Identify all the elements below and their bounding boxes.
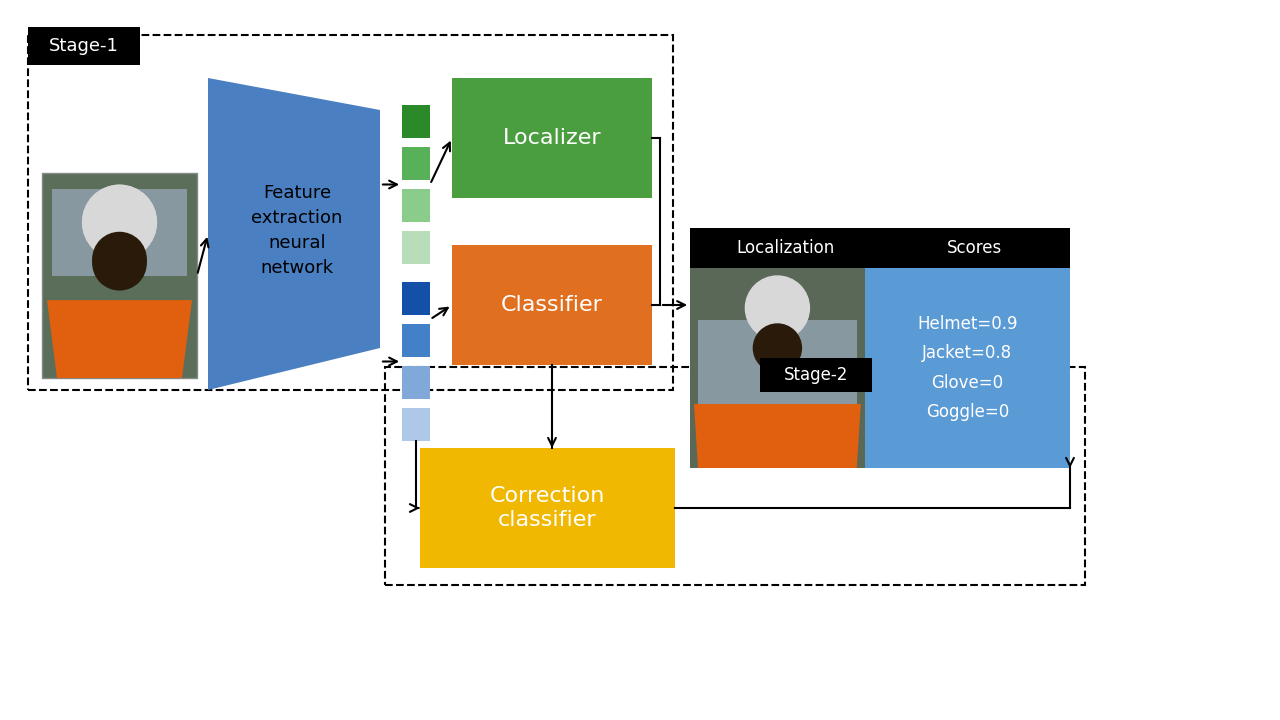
FancyBboxPatch shape [402, 147, 430, 180]
Text: Stage-2: Stage-2 [783, 366, 849, 384]
FancyBboxPatch shape [452, 245, 652, 365]
Text: Scores: Scores [947, 239, 1002, 257]
FancyBboxPatch shape [690, 268, 865, 468]
FancyBboxPatch shape [402, 189, 430, 222]
FancyBboxPatch shape [452, 78, 652, 198]
Polygon shape [47, 300, 192, 378]
Text: Feature
extraction
neural
network: Feature extraction neural network [251, 184, 343, 276]
Circle shape [745, 276, 809, 340]
FancyBboxPatch shape [402, 408, 430, 441]
FancyBboxPatch shape [28, 27, 140, 65]
Text: Localization: Localization [736, 239, 835, 257]
Circle shape [93, 237, 146, 290]
FancyBboxPatch shape [42, 173, 197, 378]
FancyBboxPatch shape [402, 231, 430, 264]
Text: Helmet=0.9
Jacket=0.8
Glove=0
Goggle=0: Helmet=0.9 Jacket=0.8 Glove=0 Goggle=0 [918, 315, 1018, 420]
Text: Correction
classifier: Correction classifier [490, 487, 605, 530]
FancyBboxPatch shape [698, 320, 856, 404]
FancyBboxPatch shape [420, 448, 675, 568]
FancyBboxPatch shape [690, 228, 1070, 268]
FancyBboxPatch shape [402, 105, 430, 138]
Circle shape [754, 324, 801, 372]
FancyBboxPatch shape [402, 324, 430, 357]
Text: Localizer: Localizer [503, 128, 602, 148]
Text: Classifier: Classifier [500, 295, 603, 315]
Polygon shape [694, 404, 860, 468]
FancyBboxPatch shape [402, 282, 430, 315]
Circle shape [93, 233, 146, 286]
Circle shape [83, 185, 156, 259]
FancyBboxPatch shape [760, 358, 872, 392]
Circle shape [83, 185, 156, 259]
FancyBboxPatch shape [865, 268, 1070, 468]
Polygon shape [209, 78, 380, 390]
Text: Stage-1: Stage-1 [49, 37, 119, 55]
FancyBboxPatch shape [52, 189, 187, 276]
FancyBboxPatch shape [402, 366, 430, 399]
